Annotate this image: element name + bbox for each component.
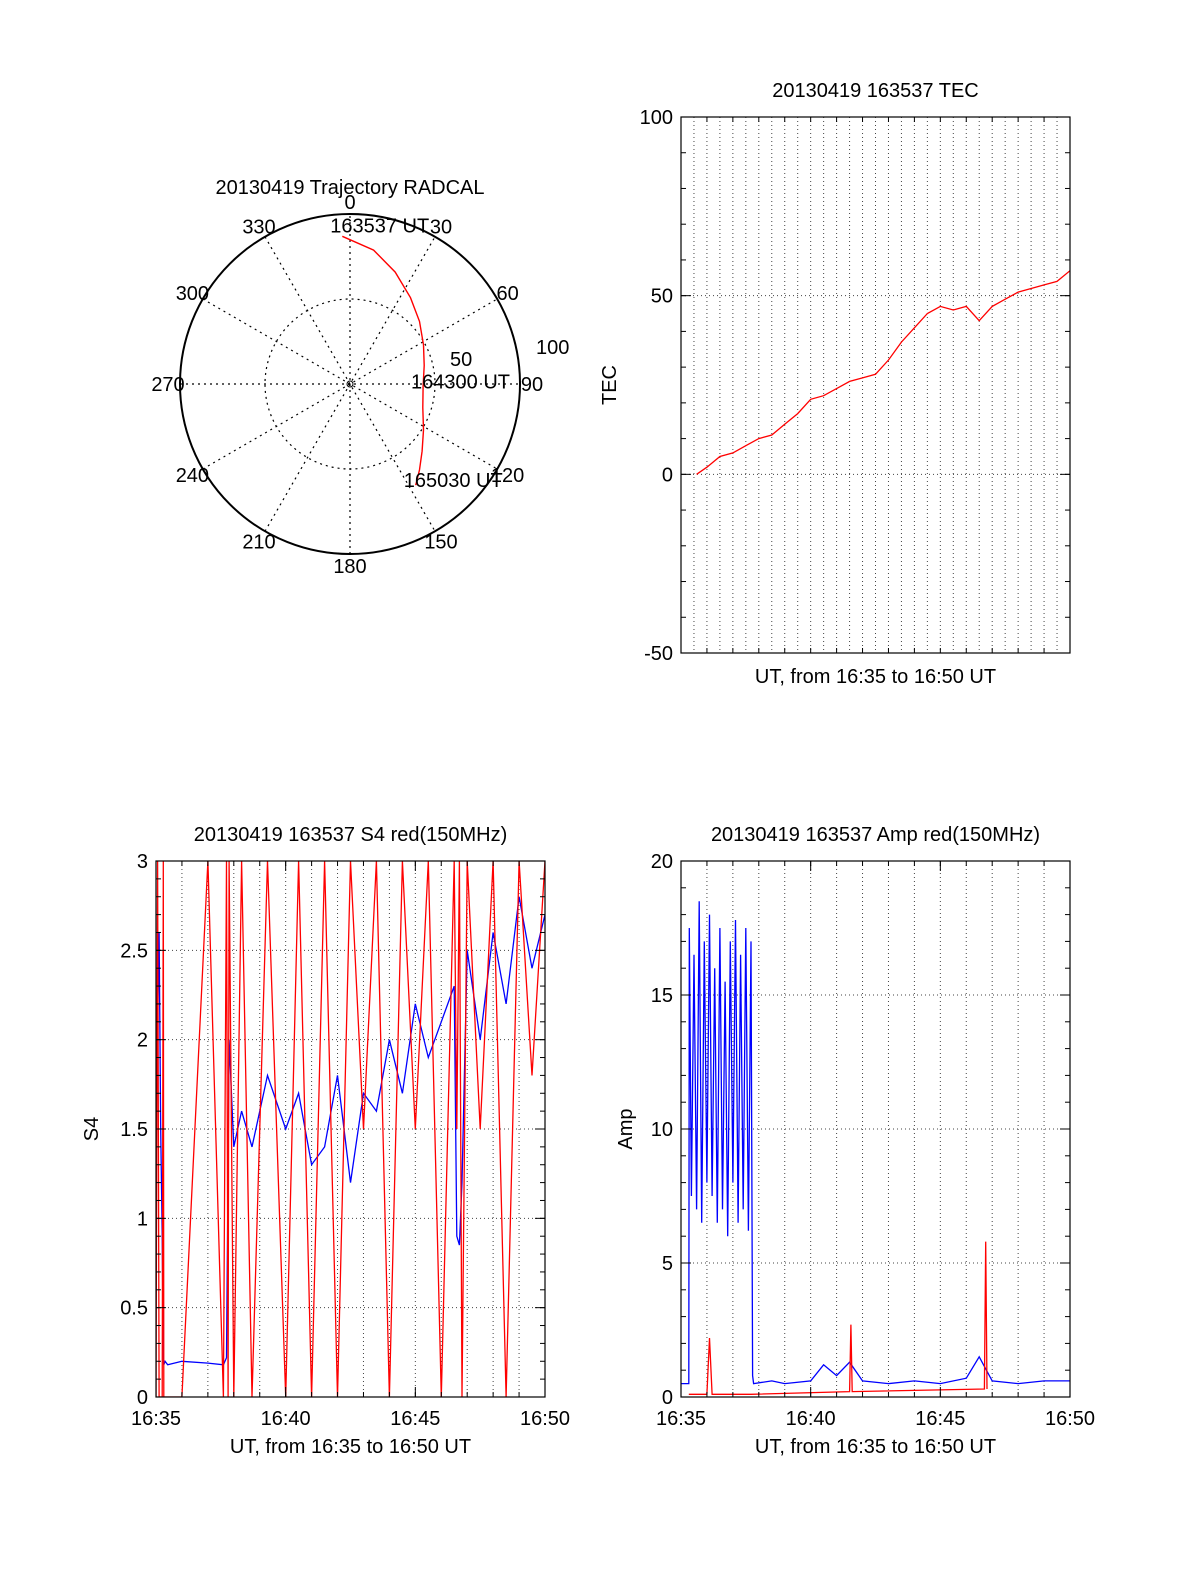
- x-tick-label: 16:50: [520, 1408, 570, 1430]
- y-tick-label: 0: [662, 464, 673, 486]
- angle-label: 120: [491, 465, 524, 487]
- chart-title: 20130419 163537 TEC: [772, 80, 978, 102]
- y-tick-label: -50: [644, 643, 673, 665]
- x-tick-label: 16:40: [786, 1408, 836, 1430]
- angle-label: 210: [242, 532, 275, 554]
- x-axis-label: UT, from 16:35 to 16:50 UT: [755, 666, 996, 688]
- trajectory-annotation: 164300 UT: [411, 372, 510, 394]
- trajectory-line: [342, 235, 425, 486]
- y-tick-label: 1.5: [120, 1119, 148, 1141]
- y-axis-label: Amp: [615, 1108, 637, 1149]
- x-tick-label: 16:45: [915, 1408, 965, 1430]
- radius-label: 50: [450, 349, 472, 371]
- y-tick-label: 0.5: [120, 1298, 148, 1320]
- angle-label: 0: [344, 192, 355, 214]
- angle-label: 240: [176, 465, 209, 487]
- series-line: [681, 901, 1070, 1385]
- y-tick-label: 3: [137, 851, 148, 873]
- chart-panel-3: 0 5 10 15 20 16:35 16:40 16:45 16:50 20130419 163…: [615, 824, 1095, 1458]
- x-axis-label: UT, from 16:35 to 16:50 UT: [230, 1436, 471, 1458]
- angle-label: 150: [424, 532, 457, 554]
- y-tick-label: 10: [651, 1119, 673, 1141]
- center-marker: [346, 380, 354, 388]
- x-axis-label: UT, from 16:35 to 16:50 UT: [755, 1436, 996, 1458]
- y-tick-label: 5: [662, 1253, 673, 1275]
- y-tick-label: 1: [137, 1208, 148, 1230]
- x-tick-label: 16:50: [1045, 1408, 1095, 1430]
- y-tick-label: 20: [651, 851, 673, 873]
- trajectory-annotation: 163537 UT: [330, 215, 429, 237]
- x-tick-label: 16:35: [656, 1408, 706, 1430]
- y-tick-label: 100: [640, 107, 673, 129]
- y-tick-label: 2: [137, 1030, 148, 1052]
- y-tick-label: 0: [662, 1387, 673, 1409]
- y-tick-label: 2.5: [120, 940, 148, 962]
- x-tick-label: 16:45: [390, 1408, 440, 1430]
- chart-panel-1: -50 0 50 100 20130419 163537 TEC UT, from 16:…: [599, 80, 1071, 688]
- series-line: [696, 270, 1070, 475]
- chart-title: 20130419 Trajectory RADCAL: [215, 177, 484, 199]
- angle-label: 270: [151, 374, 184, 396]
- angle-label: 330: [242, 216, 275, 238]
- angle-label: 90: [521, 374, 543, 396]
- y-tick-label: 0: [137, 1387, 148, 1409]
- chart-title: 20130419 163537 S4 red(150MHz): [194, 824, 508, 846]
- grid-spoke: [264, 236, 436, 532]
- series-line: [688, 1241, 988, 1395]
- y-axis-label: S4: [81, 1117, 103, 1141]
- trajectory-annotation: 165030 UT: [404, 470, 503, 492]
- angle-label: 60: [496, 283, 518, 305]
- series-line: [156, 896, 545, 1366]
- chart-title: 20130419 163537 Amp red(150MHz): [711, 824, 1040, 846]
- angle-label: 180: [333, 556, 366, 578]
- y-tick-label: 15: [651, 985, 673, 1007]
- y-tick-label: 50: [651, 286, 673, 308]
- x-tick-label: 16:35: [131, 1408, 181, 1430]
- radius-label: 100: [536, 337, 569, 359]
- angle-label: 30: [430, 216, 452, 238]
- plot-frame: [680, 116, 1071, 654]
- plot-area: [156, 861, 545, 1397]
- chart-panel-2: 0 0.5 1 1.5 2 2.5 3 16:35 16:40 16:45 16:50 2013041…: [81, 824, 570, 1458]
- x-tick-label: 16:40: [261, 1408, 311, 1430]
- y-axis-label: TEC: [599, 365, 621, 405]
- angle-label: 300: [176, 283, 209, 305]
